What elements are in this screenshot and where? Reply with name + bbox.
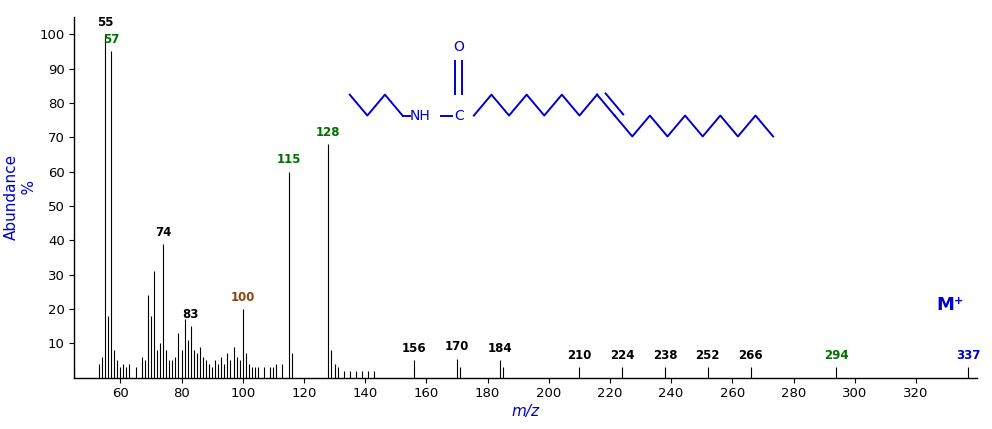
Text: 266: 266 [738,349,763,362]
Text: 210: 210 [567,349,591,362]
Text: 128: 128 [316,126,340,139]
Text: 294: 294 [824,349,849,362]
Text: 156: 156 [402,342,427,355]
Text: 83: 83 [183,308,198,321]
Text: M⁺: M⁺ [936,296,963,314]
Text: 100: 100 [230,291,255,304]
Text: 74: 74 [155,226,172,239]
Text: 170: 170 [444,341,469,353]
Y-axis label: Abundance
    %: Abundance % [4,154,37,240]
Text: 224: 224 [610,349,635,362]
Text: O: O [453,40,464,54]
Text: NH: NH [410,109,431,123]
Text: 184: 184 [487,342,512,355]
Text: C: C [454,109,463,123]
Text: 337: 337 [955,349,980,362]
Text: 252: 252 [695,349,720,362]
Text: 238: 238 [653,349,678,362]
Text: 55: 55 [97,16,113,29]
X-axis label: m/z: m/z [512,405,540,420]
Text: 115: 115 [277,154,301,166]
Text: 57: 57 [103,33,119,46]
